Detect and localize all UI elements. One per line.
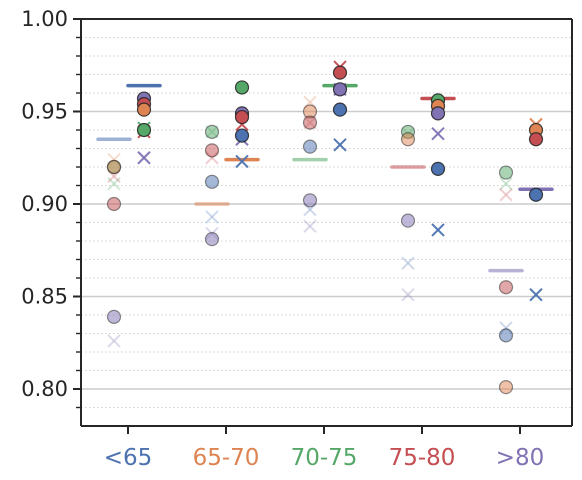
cross-marker bbox=[205, 210, 219, 224]
circle-marker bbox=[204, 124, 220, 139]
circle-marker bbox=[400, 213, 416, 228]
grid bbox=[81, 37, 572, 408]
cross-stroke bbox=[431, 126, 445, 141]
cross-marker bbox=[499, 176, 513, 191]
marks bbox=[96, 60, 554, 395]
x-tick-label: 65-70 bbox=[193, 445, 260, 471]
cross-stroke bbox=[205, 210, 219, 224]
circle-marker bbox=[136, 122, 152, 138]
circle-marker bbox=[204, 174, 220, 189]
y-tick-label: 0.90 bbox=[21, 192, 68, 216]
cross-stroke bbox=[137, 151, 151, 165]
tick-labels: 0.80 0.85 0.90 0.95 1.00 <65 65-70 70-75 75-80 >8… bbox=[21, 7, 544, 471]
cross-stroke bbox=[401, 256, 415, 270]
circle-marker bbox=[302, 115, 318, 130]
circle-marker bbox=[430, 106, 446, 121]
cross-stroke bbox=[107, 176, 121, 191]
x-tick-label: 75-80 bbox=[389, 445, 456, 471]
cross-stroke bbox=[499, 188, 513, 202]
circle-marker bbox=[498, 380, 514, 395]
cross-stroke bbox=[499, 188, 513, 202]
circle-marker bbox=[498, 328, 514, 343]
axes bbox=[73, 18, 573, 434]
cross-marker bbox=[333, 138, 347, 152]
cross-marker bbox=[303, 219, 317, 233]
cross-stroke bbox=[107, 334, 121, 348]
circle-marker bbox=[106, 159, 122, 175]
circle-marker bbox=[302, 139, 318, 154]
cross-marker bbox=[499, 188, 513, 202]
cross-stroke bbox=[303, 219, 317, 233]
cross-stroke bbox=[205, 210, 219, 224]
cross-marker bbox=[529, 287, 543, 302]
cross-marker bbox=[401, 287, 415, 302]
circle-marker bbox=[234, 109, 250, 125]
x-tick-label: >80 bbox=[496, 445, 545, 471]
cross-marker bbox=[137, 151, 151, 165]
y-tick-label: 0.85 bbox=[21, 285, 68, 309]
circle-marker bbox=[234, 80, 250, 95]
cross-marker bbox=[107, 176, 121, 191]
circle-marker bbox=[106, 309, 122, 324]
cross-stroke bbox=[401, 256, 415, 270]
cross-marker bbox=[401, 256, 415, 270]
cross-marker bbox=[107, 334, 121, 348]
cross-stroke bbox=[107, 176, 121, 191]
circle-marker bbox=[136, 102, 152, 117]
y-tick-label: 0.95 bbox=[21, 100, 68, 124]
y-tick-label: 1.00 bbox=[21, 7, 68, 31]
cross-stroke bbox=[333, 138, 347, 152]
circle-marker bbox=[204, 232, 220, 247]
circle-marker bbox=[332, 82, 348, 97]
circle-marker bbox=[430, 161, 446, 176]
x-tick-label: 70-75 bbox=[291, 445, 358, 471]
circle-marker bbox=[204, 143, 220, 158]
circle-marker bbox=[498, 165, 514, 180]
cross-marker bbox=[431, 223, 445, 237]
cross-stroke bbox=[235, 154, 249, 169]
cross-stroke bbox=[401, 287, 415, 302]
circle-marker bbox=[106, 196, 122, 212]
circle-marker bbox=[234, 128, 250, 143]
circle-marker bbox=[332, 102, 348, 117]
circle-marker bbox=[400, 132, 416, 147]
cross-stroke bbox=[499, 176, 513, 191]
cross-marker bbox=[235, 154, 249, 169]
circle-marker bbox=[498, 280, 514, 295]
cross-stroke bbox=[303, 219, 317, 233]
cross-marker bbox=[431, 126, 445, 141]
cross-stroke bbox=[431, 223, 445, 237]
circle-marker bbox=[302, 193, 318, 208]
y-tick-label: 0.80 bbox=[21, 377, 68, 401]
cross-stroke bbox=[107, 334, 121, 348]
cross-stroke bbox=[401, 287, 415, 302]
x-tick-label: <65 bbox=[104, 445, 153, 471]
circle-marker bbox=[528, 187, 544, 202]
cross-stroke bbox=[499, 176, 513, 191]
cross-stroke bbox=[529, 287, 543, 302]
circle-marker bbox=[332, 65, 348, 80]
circle-marker bbox=[528, 132, 544, 147]
